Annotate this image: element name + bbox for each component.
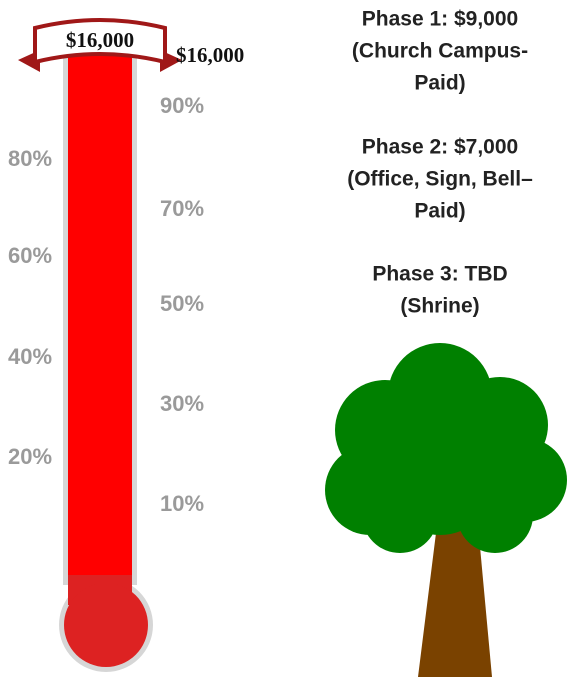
- phase-text: (Office, Sign, Bell–: [347, 168, 533, 191]
- percent-label: 20%: [8, 444, 52, 469]
- percent-label: 60%: [8, 243, 52, 268]
- bulb: [64, 583, 148, 667]
- percent-label: 90%: [160, 93, 204, 118]
- phase-text: (Shrine): [400, 295, 479, 318]
- thermometer: [59, 55, 153, 672]
- leaf: [457, 477, 533, 553]
- page: $16,000 $16,000 80% 60% 40% 20% 90% 70% 50% 30%…: [0, 0, 574, 677]
- percent-label: 10%: [160, 491, 204, 516]
- percent-label: 70%: [160, 196, 204, 221]
- phase-text: Phase 3: TBD: [372, 263, 507, 286]
- tube-fill: [68, 55, 132, 575]
- banner-label: $16,000: [66, 28, 134, 52]
- percent-label: 30%: [160, 391, 204, 416]
- phase-text: Paid): [414, 200, 465, 223]
- percent-label: 40%: [8, 344, 52, 369]
- tree: [325, 343, 567, 677]
- percent-label: 50%: [160, 291, 204, 316]
- phase-text: Phase 1: $9,000: [362, 8, 518, 31]
- canopy: [325, 343, 567, 553]
- phase-text: Phase 2: $7,000: [362, 136, 518, 159]
- percent-label: 80%: [8, 146, 52, 171]
- phase-text: Paid): [414, 72, 465, 95]
- leaf: [362, 477, 438, 553]
- goal-label: $16,000: [176, 43, 244, 67]
- phase-text: (Church Campus-: [352, 40, 528, 63]
